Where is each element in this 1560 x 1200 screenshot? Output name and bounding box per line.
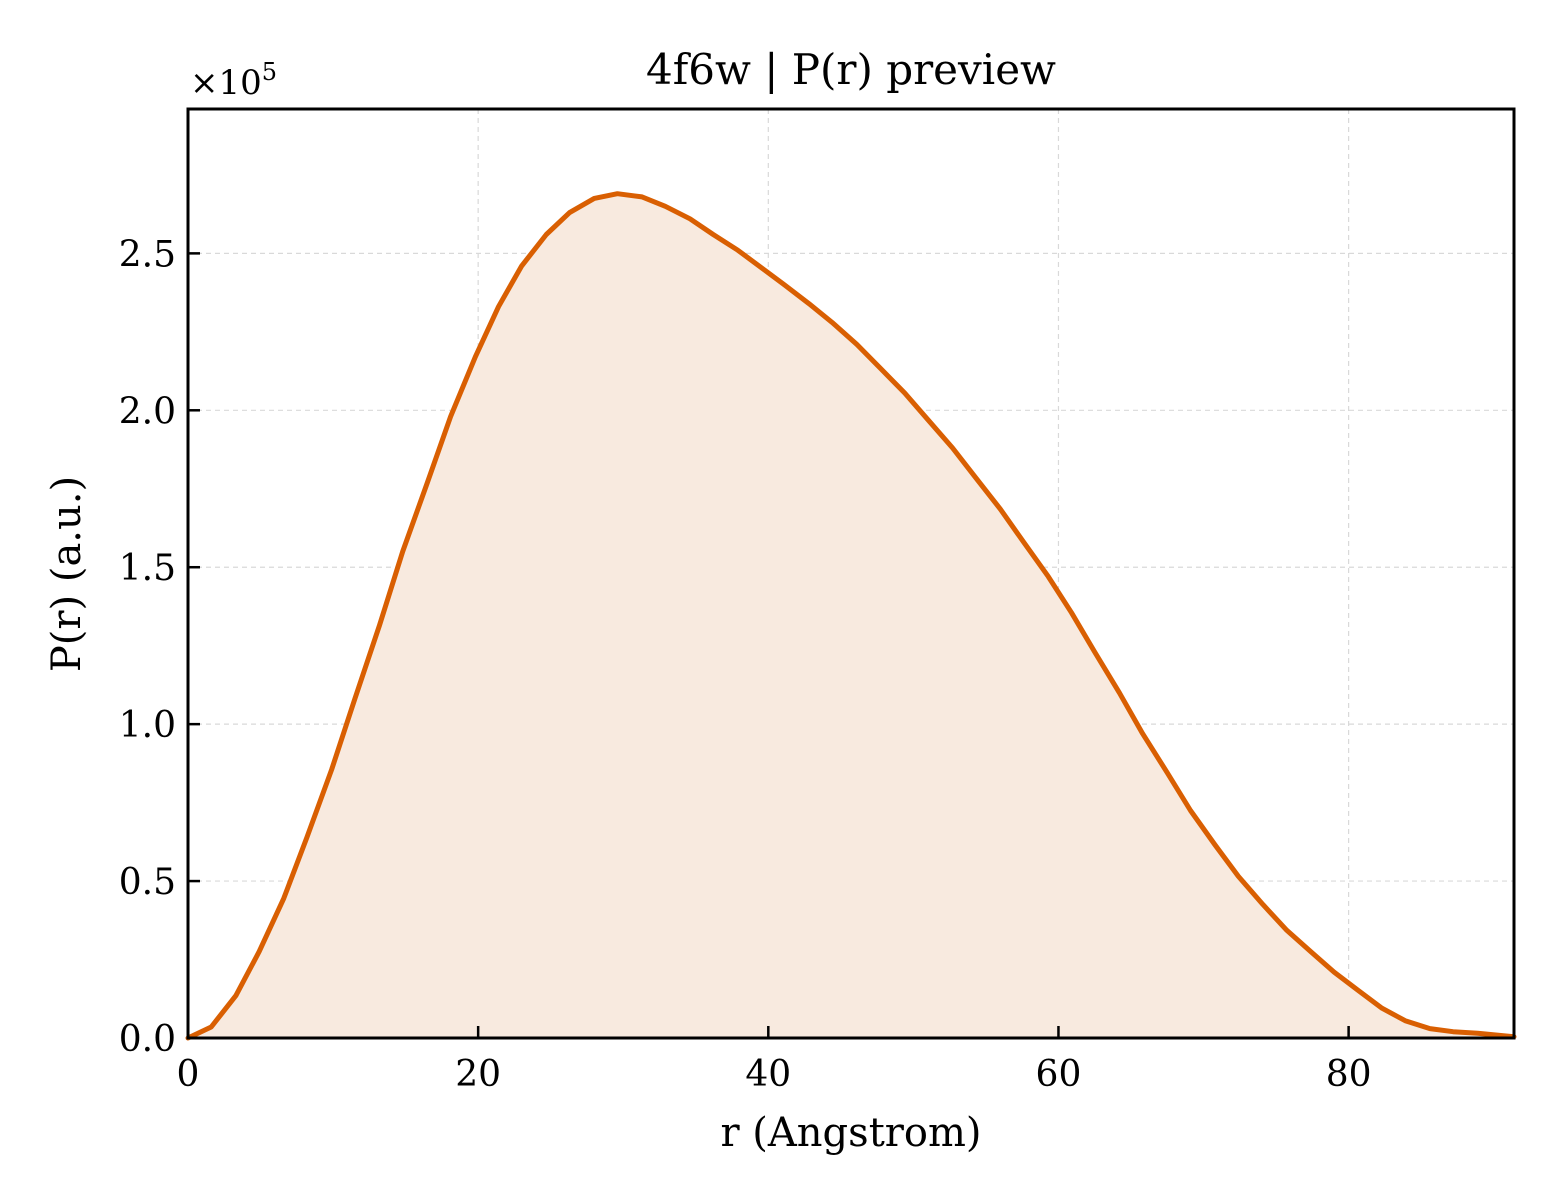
y-axis-label: P(r) (a.u.) [44,476,90,672]
chart-title: 4f6w | P(r) preview [646,45,1056,94]
pr-area-fill [188,193,1514,1038]
x-tick-label: 80 [1326,1054,1372,1095]
y-tick-label: 1.0 [119,705,176,746]
x-tick-label: 40 [745,1054,791,1095]
x-tick-label: 60 [1036,1054,1082,1095]
x-tick-label: 20 [455,1054,501,1095]
x-axis-label: r (Angstrom) [720,1110,981,1156]
y-tick-label: 1.5 [119,548,176,589]
ticks: 0 20 40 60 80 0.0 0.5 1.0 1.5 2.0 2.5 [119,234,1372,1095]
y-multiplier-base: ×10 [190,63,262,103]
pr-series-line [185,191,1517,1041]
series-line-layer [185,191,1517,1041]
x-tick-label: 0 [177,1054,200,1095]
y-multiplier-exponent: 5 [262,58,277,86]
y-tick-label: 2.5 [119,234,176,275]
y-tick-label: 0.0 [119,1019,176,1060]
y-multiplier-label: ×105 [190,58,277,103]
plot-frame [186,107,1516,1040]
area-fill-layer [188,193,1514,1038]
y-tick-label: 0.5 [119,862,176,903]
y-tick-label: 2.0 [119,391,176,432]
